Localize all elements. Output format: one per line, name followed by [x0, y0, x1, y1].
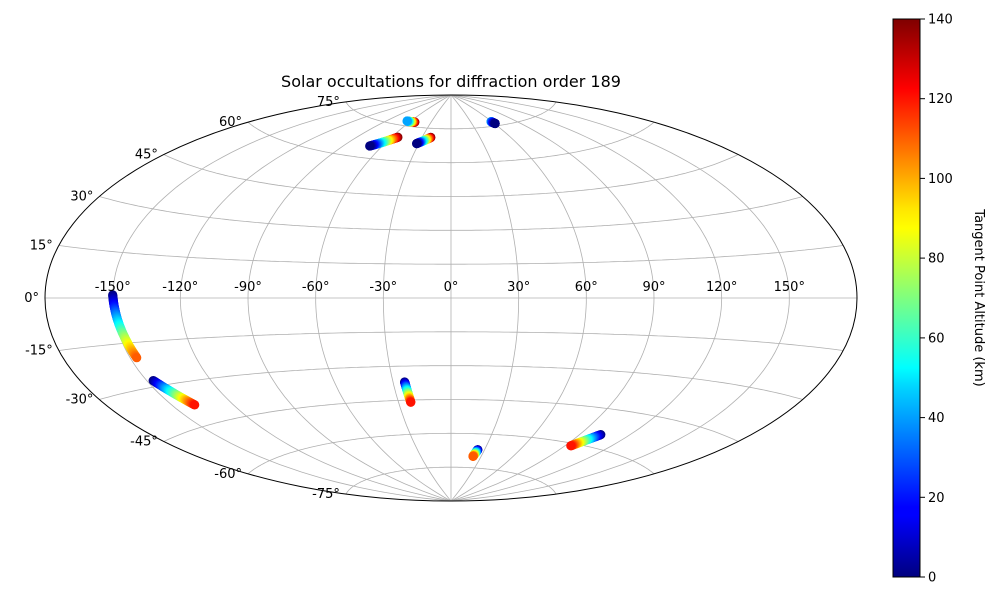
lon-tick-label: -60°: [302, 280, 330, 295]
lon-tick-label: -90°: [234, 280, 262, 295]
lon-tick-label: -150°: [95, 280, 131, 295]
colorbar: 0 20 40 60 80 100 120 140 Tangent Point Altitud…: [892, 13, 986, 586]
track-point: [406, 397, 416, 407]
meridian--60: [315, 94, 452, 502]
map-boundary: [44, 94, 858, 502]
occultation-track: [148, 376, 200, 410]
track-point: [132, 353, 142, 363]
meridian-120: [450, 94, 723, 502]
meridian--120: [179, 94, 452, 502]
lat-tick-label: 0°: [24, 291, 39, 306]
track-point: [190, 400, 200, 410]
track-point: [490, 118, 500, 129]
meridian--90: [247, 94, 452, 502]
track-point: [468, 451, 478, 461]
colorbar-tick-label: 60: [928, 331, 945, 346]
occultation-track: [108, 290, 142, 363]
meridian-60: [450, 94, 587, 502]
colorbar-label: Tangent Point Altitude (km): [971, 208, 986, 386]
track-point: [402, 116, 412, 126]
occultation-track: [566, 430, 606, 451]
lon-tick-label: 90°: [642, 280, 665, 295]
colorbar-tick-label: 40: [928, 411, 945, 426]
occultation-track: [365, 132, 403, 151]
colorbar-tick-label: 0: [928, 571, 936, 586]
latitude-tick-labels: -75° -60° -45° -30° -15° 0° 15° 30° 45° 60° 75°: [24, 95, 340, 502]
lon-tick-label: -120°: [162, 280, 198, 295]
occultation-track: [412, 132, 436, 149]
lat-tick-label: 45°: [135, 148, 158, 163]
occultation-tracks: [108, 116, 606, 461]
lon-tick-label: 60°: [575, 280, 598, 295]
colorbar-gradient: [892, 18, 921, 578]
lat-tick-label: -30°: [66, 393, 94, 408]
meridian--30: [382, 94, 452, 502]
colorbar-ticks: 0 20 40 60 80 100 120 140: [920, 13, 953, 586]
lat-tick-label: 60°: [219, 115, 242, 130]
lat-tick-label: 15°: [30, 239, 53, 254]
chart-title: Solar occultations for diffraction order…: [281, 72, 621, 91]
lat-tick-label: -75°: [312, 487, 340, 502]
lat-tick-label: 30°: [70, 190, 93, 205]
graticule: [45, 94, 857, 502]
lon-tick-label: 120°: [706, 280, 737, 295]
occultation-track: [402, 116, 420, 127]
occultation-track: [400, 377, 416, 407]
lon-tick-label: 0°: [444, 280, 459, 295]
occultation-track: [468, 445, 483, 461]
meridian-30: [450, 94, 520, 502]
colorbar-tick-label: 100: [928, 172, 953, 187]
track-point: [365, 141, 375, 151]
longitude-tick-labels: -150° -120° -90° -60° -30° 0° 30° 60° 90° 120° 150…: [95, 280, 805, 295]
lat-tick-label: -45°: [130, 435, 158, 450]
lat-tick-label: 75°: [317, 95, 340, 110]
lat-tick-label: -15°: [25, 344, 53, 359]
track-point: [566, 441, 576, 451]
meridian-150: [450, 94, 790, 502]
lon-tick-label: -30°: [369, 280, 397, 295]
colorbar-tick-label: 20: [928, 491, 945, 506]
lat-tick-label: -60°: [214, 467, 242, 482]
track-point: [412, 139, 422, 149]
colorbar-tick-label: 140: [928, 13, 953, 28]
lon-tick-label: 150°: [774, 280, 805, 295]
lon-tick-label: 30°: [507, 280, 530, 295]
colorbar-tick-label: 80: [928, 252, 945, 267]
colorbar-tick-label: 120: [928, 92, 953, 107]
occultation-track: [486, 117, 500, 129]
